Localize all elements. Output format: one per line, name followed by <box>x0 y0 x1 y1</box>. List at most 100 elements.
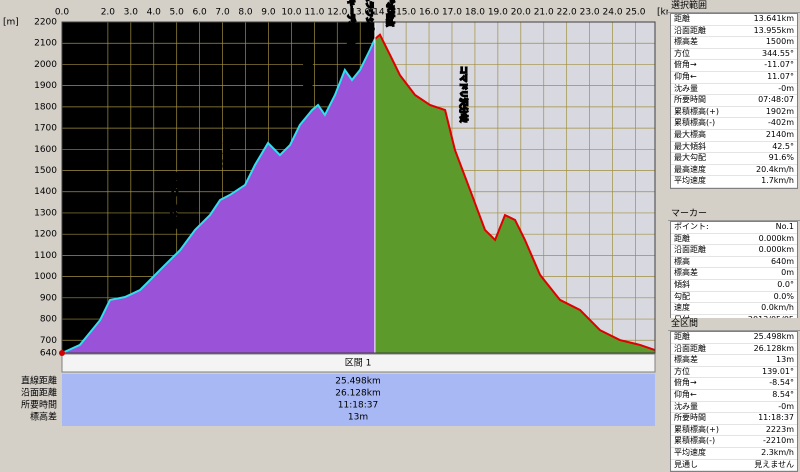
row-label: 最高速度 <box>674 164 706 174</box>
row-value: 0.000km <box>758 233 794 243</box>
row-value: 139.01° <box>762 366 794 376</box>
row-value: 0m <box>781 268 794 278</box>
annotation: トムラウシ山 <box>365 0 375 33</box>
row-label: 沿面距離 <box>674 245 706 255</box>
row-label: 標高差 <box>674 355 698 365</box>
x-axis-label: [km] <box>657 8 668 18</box>
row-value: 1.7km/h <box>761 176 794 186</box>
x-tick-label: 18.0 <box>465 8 485 18</box>
x-tick-label: 19.0 <box>488 8 508 18</box>
row-label: 距離 <box>674 233 690 243</box>
row-value: 2.3km/h <box>761 447 794 457</box>
y-tick-label: 800 <box>40 315 57 325</box>
row-label: 仰角← <box>674 71 697 81</box>
row-label: 平均速度 <box>674 176 706 186</box>
x-tick-label: 15.0 <box>396 8 416 18</box>
panel-row: 俯角→ -8.54° <box>671 378 797 390</box>
y-tick-label: 1600 <box>34 145 57 155</box>
x-tick-label: 14.0 <box>373 8 393 18</box>
plot-frame <box>61 21 656 354</box>
panel-row: 累積標高(-) -402m <box>671 118 797 130</box>
y-tick-label: 1700 <box>34 124 57 134</box>
row-label: 俯角→ <box>674 378 697 388</box>
x-tick-label: 0.0 <box>55 8 70 18</box>
panel-row: 標高差 1500m <box>671 37 797 49</box>
row-value: No.1 <box>775 222 794 231</box>
panel-row: 標高 640m <box>671 257 797 269</box>
row-value: 42.5° <box>772 141 794 151</box>
panel-row: 標高差 0m <box>671 268 797 280</box>
row-value: 13.955km <box>753 25 794 35</box>
row-label: 累積標高(+) <box>674 424 719 434</box>
row-label: 距離 <box>674 14 690 23</box>
row-value: 25.498km <box>753 332 794 341</box>
area-fill <box>62 38 375 353</box>
panel-row: 距離 13.641km <box>671 14 797 26</box>
row-label: 平均速度 <box>674 447 706 457</box>
row-value: 26.128km <box>753 343 794 353</box>
row-value: 1500m <box>765 37 794 47</box>
x-tick-label: 20.0 <box>511 8 531 18</box>
segment-value: 11:18:37 <box>338 401 378 411</box>
profile-line <box>61 38 376 354</box>
area-fill <box>374 34 655 353</box>
x-tick-label: 24.0 <box>603 8 623 18</box>
row-label: 累積標高(+) <box>674 106 719 116</box>
panel-row: 沈み量 -0m <box>671 402 797 414</box>
row-value: -402m <box>768 118 794 128</box>
panel-row: 方位 139.01° <box>671 367 797 379</box>
panel-row: 沿面距離 13.955km <box>671 26 797 38</box>
row-value: -2210m <box>762 436 794 446</box>
panel-row: 沿面距離 26.128km <box>671 344 797 356</box>
row-label: ポイント: <box>674 222 709 231</box>
x-tick-label: 21.0 <box>534 8 554 18</box>
x-tick-label: 23.0 <box>580 8 600 18</box>
y-tick-label: 2200 <box>34 18 57 28</box>
row-value: 1902m <box>765 106 794 116</box>
segment-label: 直線距離 <box>21 375 57 387</box>
x-tick-label: 17.0 <box>442 8 462 18</box>
panel-row: 最大傾斜 42.5° <box>671 142 797 154</box>
x-tick-label: 8.0 <box>238 8 253 18</box>
y-tick-label: 1500 <box>34 166 57 176</box>
row-value: 8.54° <box>772 389 794 399</box>
panel: 選択範囲 距離 13.641km 沿面距離 13.955km 標高差 1500m 方位 344.… <box>668 0 800 189</box>
panel-row: 仰角← 11.07° <box>671 72 797 84</box>
app: 区間 1 640 700 800 900 1000 1100 1200 1300 1400 150… <box>3 0 800 472</box>
row-value: 344.55° <box>762 48 794 58</box>
panel-row: 距離 25.498km <box>671 332 797 344</box>
annotation: 温泉コース分岐 <box>170 173 180 229</box>
row-value: -0m <box>778 83 794 93</box>
row-label: 傾斜 <box>674 279 690 289</box>
row-value: 20.4km/h <box>755 164 794 174</box>
row-label: 俯角→ <box>674 60 697 70</box>
panel-row: 傾斜 0.0° <box>671 280 797 292</box>
y-tick-label: 700 <box>40 336 57 346</box>
row-value: 見えません <box>754 459 794 469</box>
side-panel: 選択範囲 距離 13.641km 沿面距離 13.955km 標高差 1500m 方位 344.… <box>668 0 800 472</box>
row-value: -0m <box>778 401 794 411</box>
row-label: 最大傾斜 <box>674 141 706 151</box>
panel-row: 最大勾配 91.6% <box>671 153 797 165</box>
panel-title: 全区間 <box>668 318 800 331</box>
panel-row: 所要時間 07:48:07 <box>671 95 797 107</box>
panel-row: 最高速度 20.4km/h <box>671 165 797 177</box>
row-label: 速度 <box>674 303 690 313</box>
panel-box: 距離 13.641km 沿面距離 13.955km 標高差 1500m 方位 344.55° 俯… <box>670 13 798 189</box>
panel-row: 勾配 0.0% <box>671 292 797 304</box>
y-tick-label: 1200 <box>34 230 57 240</box>
row-value: 91.6% <box>768 153 794 163</box>
y-tick-label: 1400 <box>34 187 57 197</box>
profile-line <box>374 33 656 351</box>
segment-value: 26.128km <box>335 389 380 399</box>
x-tick-label: 25.0 <box>625 8 645 18</box>
y-tick-label: 2000 <box>34 60 57 70</box>
panel-row: 所要時間 11:18:37 <box>671 413 797 425</box>
x-tick-label: 3.0 <box>124 8 139 18</box>
row-label: 方位 <box>674 366 690 376</box>
y-tick-label: 1300 <box>34 208 57 218</box>
panel-row: 沈み量 -0m <box>671 84 797 96</box>
segment-value: 13m <box>348 413 368 423</box>
x-tick-label: 9.0 <box>261 8 276 18</box>
y-tick-label: 1100 <box>34 251 57 261</box>
